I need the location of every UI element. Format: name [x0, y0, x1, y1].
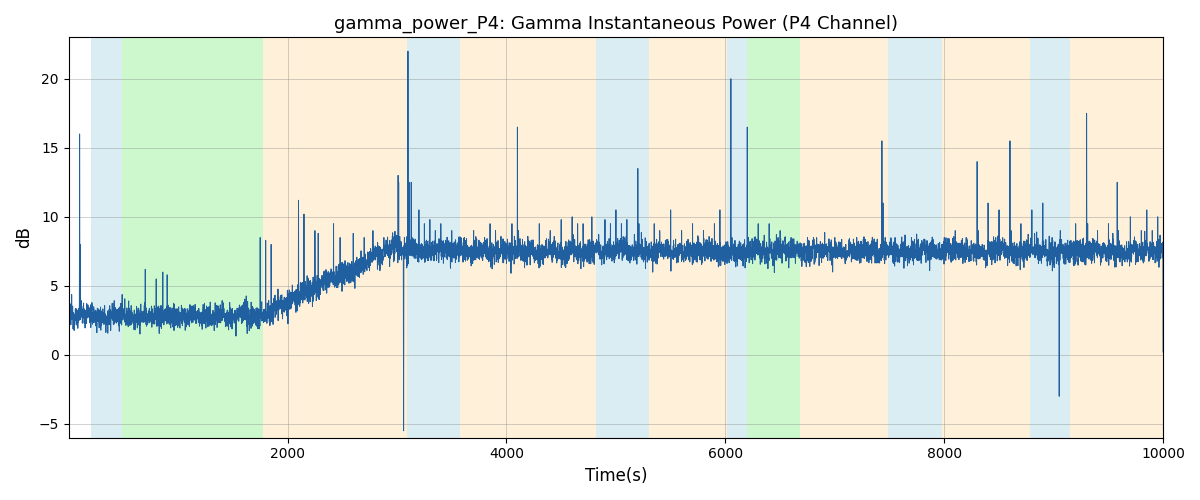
Bar [649, 38, 727, 438]
Bar [942, 38, 1030, 438]
Bar [1070, 38, 1174, 438]
Bar [1030, 38, 1070, 438]
Bar [122, 38, 264, 438]
Bar [799, 38, 888, 438]
Bar [407, 38, 461, 438]
Title: gamma_power_P4: Gamma Instantaneous Power (P4 Channel): gamma_power_P4: Gamma Instantaneous Powe… [334, 15, 898, 34]
Bar [888, 38, 942, 438]
X-axis label: Time(s): Time(s) [584, 467, 647, 485]
Bar [90, 38, 122, 438]
Bar [461, 38, 596, 438]
Bar [596, 38, 649, 438]
Bar [264, 38, 407, 438]
Bar [727, 38, 748, 438]
Y-axis label: dB: dB [16, 226, 34, 248]
Bar [748, 38, 799, 438]
